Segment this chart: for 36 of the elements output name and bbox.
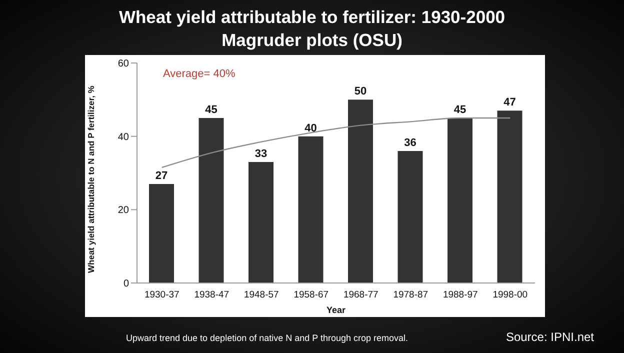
x-axis-title: Year — [326, 305, 346, 315]
data-label: 50 — [354, 86, 367, 98]
data-label: 47 — [504, 96, 516, 109]
line-series — [161, 117, 511, 168]
annotation: Average= 40% — [163, 68, 236, 80]
bar — [398, 151, 423, 283]
x-tick-label: 1958-67 — [294, 290, 329, 301]
data-label: 45 — [205, 104, 218, 116]
x-tick-label: 1948-57 — [244, 290, 279, 301]
x-tick-label: 1968-77 — [343, 290, 378, 301]
y-tick-label: 0 — [123, 278, 130, 290]
x-tick-label: 1930-37 — [144, 290, 180, 301]
x-tick-label: 1938-47 — [194, 290, 230, 301]
chart-title: Wheat yield attributable to fertilizer: 1930-2000 — [118, 6, 506, 29]
data-label: 40 — [304, 122, 317, 134]
text: Upward trend due to depletion of native N and P through crop removal. — [126, 333, 408, 343]
bar — [248, 162, 274, 283]
y-tick-label: 20 — [118, 205, 130, 216]
source-note: Source: IPNI.net — [506, 330, 594, 344]
data-label: 33 — [254, 148, 268, 160]
x-tick-label: 1978-87 — [393, 290, 428, 301]
chart-subtitle: Magruder plots (OSU) — [220, 29, 404, 52]
y-tick-label: 40 — [118, 132, 130, 143]
bar — [348, 100, 373, 283]
bar — [497, 110, 522, 283]
data-label: 36 — [404, 137, 416, 149]
data-label: 27 — [155, 170, 168, 182]
data-label: 45 — [454, 104, 466, 116]
bar — [448, 118, 472, 283]
y-tick-label: 60 — [118, 58, 130, 70]
bar — [149, 184, 174, 283]
y-axis-title: Wheat yield attributable to N and P fertilizer, % — [86, 85, 96, 273]
x-tick-label: 1988-97 — [442, 290, 478, 301]
bar — [198, 118, 224, 283]
bar — [298, 136, 324, 283]
x-tick-label: 1998-00 — [492, 290, 528, 301]
